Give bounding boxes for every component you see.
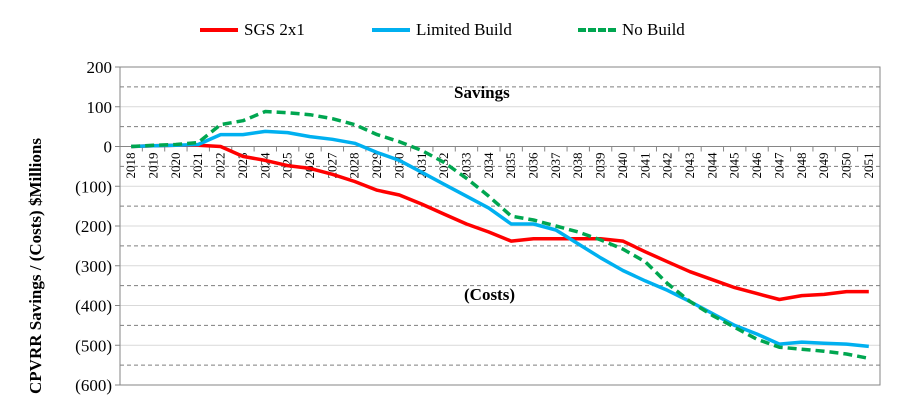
x-tick-label: 2038: [570, 153, 585, 179]
y-tick-label: (600): [75, 376, 112, 395]
x-tick-label: 2048: [794, 153, 809, 179]
x-tick-label: 2021: [190, 153, 205, 179]
x-tick-label: 2036: [526, 152, 541, 179]
x-tick-label: 2035: [503, 153, 518, 179]
x-tick-label: 2047: [771, 152, 786, 179]
legend-swatch-limited-build: [372, 28, 410, 32]
x-tick-label: 2042: [660, 153, 675, 179]
plot-area: 200 100 0 (100) (200) (300) (400) (500) (600) 201…: [75, 58, 881, 395]
y-tick-label: (200): [75, 217, 112, 236]
x-tick-label: 2046: [749, 152, 764, 179]
x-tick-label: 2034: [481, 152, 496, 179]
x-tick-label: 2044: [704, 152, 719, 179]
legend-item-limited-build: Limited Build: [372, 18, 512, 42]
x-tick-label: 2020: [168, 153, 183, 179]
y-tick-label: 200: [87, 58, 113, 77]
y-tick-label: (400): [75, 297, 112, 316]
x-tick-label: 2051: [861, 153, 876, 179]
x-tick-label: 2040: [615, 153, 630, 179]
legend-label-no-build: No Build: [622, 20, 685, 39]
x-tick-label: 2049: [816, 153, 831, 179]
x-tick-label: 2043: [682, 153, 697, 179]
y-tick-label: 0: [104, 138, 113, 157]
x-tick-label: 2022: [213, 153, 228, 179]
legend-swatch-no-build: [578, 28, 616, 32]
series-line-limited-build: [131, 129, 869, 349]
x-tick-label: 2041: [637, 153, 652, 179]
x-tick-label: 2029: [369, 153, 384, 179]
series-line-no-build: [131, 109, 870, 361]
y-tick-label: (100): [75, 177, 112, 196]
y-axis-label: CPVRR Savings / (Costs) $Millions: [26, 138, 45, 394]
x-tick-label: 2039: [593, 153, 608, 179]
x-tick-label: 2045: [727, 153, 742, 179]
legend-swatch-sgs-2x1: [200, 28, 238, 32]
y-tick-label: 100: [87, 98, 113, 117]
x-tick-label: 2019: [146, 153, 161, 179]
x-tick-label: 2028: [347, 153, 362, 179]
x-tick-label: 2024: [257, 152, 272, 179]
x-tick-label: 2037: [548, 152, 563, 179]
x-tick-label: 2026: [302, 152, 317, 179]
x-tick-label: 2023: [235, 152, 250, 178]
legend-label-limited-build: Limited Build: [416, 20, 512, 39]
legend: SGS 2x1 Limited Build No Build: [0, 18, 904, 42]
y-tick-label: (500): [75, 336, 112, 355]
annotation-costs: (Costs): [464, 285, 515, 304]
x-tick-label: 2030: [391, 153, 406, 179]
y-tick-label: (300): [75, 257, 112, 276]
x-tick-label: 2033: [458, 153, 473, 179]
series-line-sgs-2x1: [131, 143, 869, 302]
legend-item-no-build: No Build: [578, 18, 685, 42]
legend-label-sgs-2x1: SGS 2x1: [244, 20, 305, 39]
legend-item-sgs-2x1: SGS 2x1: [200, 18, 305, 42]
x-tick-label: 2050: [838, 153, 853, 179]
x-tick-label: 2018: [123, 153, 138, 179]
annotation-savings: Savings: [454, 83, 510, 102]
